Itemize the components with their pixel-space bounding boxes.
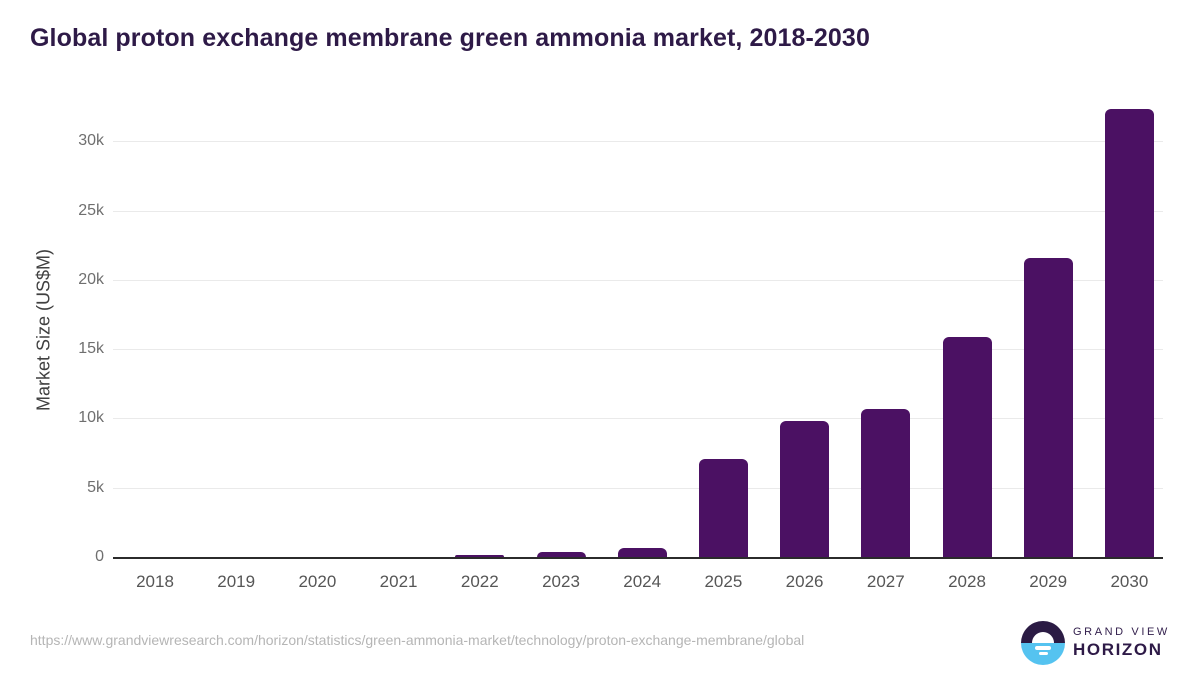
page-title: Global proton exchange membrane green am… — [30, 24, 870, 52]
logo-text: GRAND VIEW HORIZON — [1073, 626, 1170, 660]
gridline-25k — [113, 211, 1163, 212]
horizon-sun-icon — [1021, 621, 1065, 665]
bar-2025[interactable] — [698, 459, 748, 557]
bar-2024[interactable] — [617, 548, 667, 557]
bar-2029[interactable] — [1023, 258, 1073, 557]
x-tick-2030: 2030 — [1110, 572, 1149, 591]
grand-view-horizon-logo[interactable]: GRAND VIEW HORIZON — [1021, 621, 1170, 665]
bar-2030[interactable] — [1104, 109, 1154, 557]
y-tick-15k: 15k — [78, 340, 104, 357]
x-tick-2020: 2020 — [298, 572, 337, 591]
x-tick-2022: 2022 — [460, 572, 499, 591]
bar-2022[interactable] — [455, 555, 505, 557]
x-tick-2027: 2027 — [866, 572, 905, 591]
bar-2027[interactable] — [861, 409, 911, 557]
bar-2028[interactable] — [942, 337, 992, 557]
y-tick-20k: 20k — [78, 271, 104, 288]
x-tick-2026: 2026 — [785, 572, 824, 591]
x-tick-2025: 2025 — [704, 572, 743, 591]
x-tick-2024: 2024 — [623, 572, 662, 591]
source-url: https://www.grandviewresearch.com/horizo… — [30, 632, 805, 648]
bar-2023[interactable] — [536, 552, 586, 557]
gridline-20k — [113, 280, 1163, 281]
x-tick-2023: 2023 — [542, 572, 580, 591]
x-tick-2028: 2028 — [948, 572, 986, 591]
gridline-15k — [113, 349, 1163, 350]
gridline-10k — [113, 418, 1163, 419]
x-tick-2029: 2029 — [1029, 572, 1068, 591]
x-tick-2018: 2018 — [136, 572, 174, 591]
y-tick-0: 0 — [95, 548, 104, 565]
y-tick-25k: 25k — [78, 202, 104, 219]
gridline-5k — [113, 488, 1163, 489]
x-tick-2021: 2021 — [379, 572, 418, 591]
y-tick-5k: 5k — [87, 479, 104, 496]
logo-text-horizon: HORIZON — [1073, 640, 1163, 659]
y-tick-30k: 30k — [78, 132, 104, 149]
x-tick-2019: 2019 — [217, 572, 256, 591]
gridline-30k — [113, 141, 1163, 142]
logo-text-grand-view: GRAND VIEW — [1073, 626, 1170, 638]
bar-2026[interactable] — [780, 421, 830, 557]
y-tick-10k: 10k — [78, 409, 104, 426]
x-axis-line — [113, 557, 1163, 559]
